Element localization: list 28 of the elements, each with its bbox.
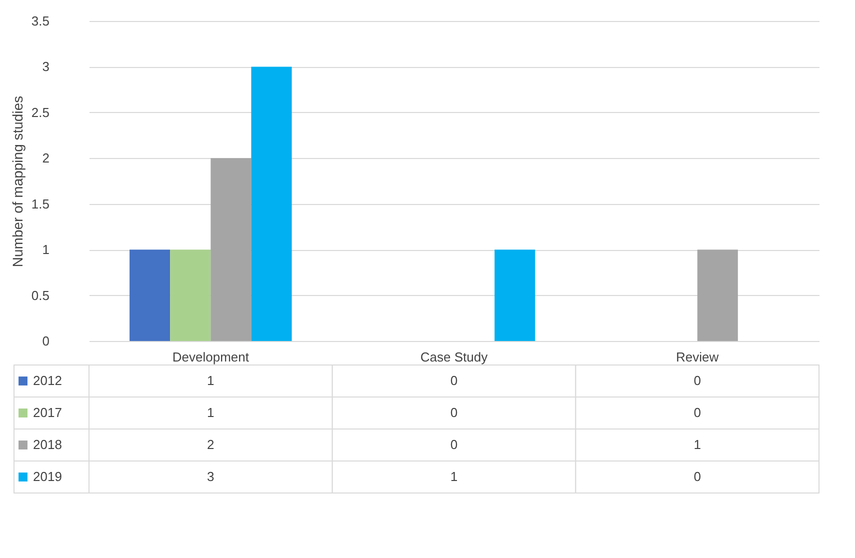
y-tick-label: 3.5 [31, 14, 50, 28]
data-label: 1 [694, 437, 701, 452]
data-label: 3 [207, 469, 214, 484]
data-label: 2 [207, 437, 214, 452]
data-label: 0 [450, 405, 458, 420]
y-tick-label: 0.5 [31, 288, 50, 303]
legend-label: 2012 [33, 373, 62, 388]
y-tick-label: 1 [42, 242, 50, 258]
data-label: 0 [694, 405, 701, 420]
y-axis-title: Number of mapping studies [9, 96, 26, 268]
y-tick-label: 2.5 [31, 104, 50, 120]
y-tick-label: 0 [42, 334, 50, 348]
y-tick-label: 3 [42, 59, 50, 74]
x-tick-label: Case Study [420, 350, 488, 364]
data-label: 0 [694, 469, 701, 484]
y-tick-label: 2 [42, 150, 50, 166]
data-label: 0 [450, 437, 458, 452]
legend-label: 2018 [33, 437, 62, 452]
data-label: 1 [207, 373, 214, 388]
legend-label: 2017 [33, 405, 62, 420]
data-label: 0 [694, 373, 701, 388]
x-tick-label: Review [676, 350, 720, 364]
x-tick-label: Development [172, 350, 250, 364]
y-tick-label: 1.5 [31, 196, 50, 212]
legend-label: 2019 [33, 469, 62, 484]
data-label: 1 [450, 469, 458, 484]
data-label: 0 [450, 373, 458, 388]
data-label: 1 [207, 405, 214, 420]
